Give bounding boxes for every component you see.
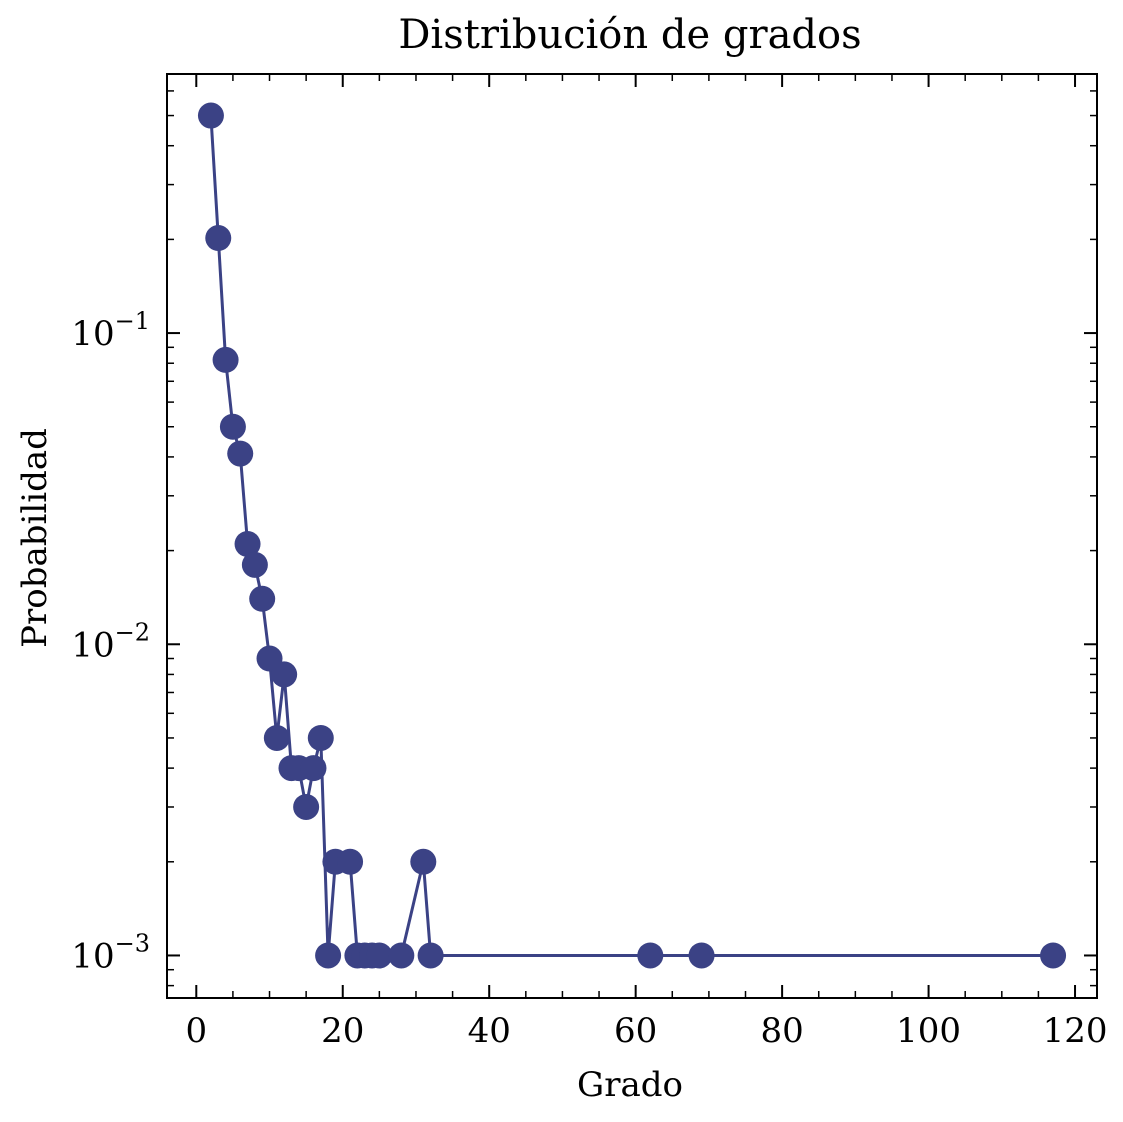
x-tick-label: 0 xyxy=(185,1011,207,1051)
x-tick-label: 40 xyxy=(468,1011,511,1051)
x-tick-label: 100 xyxy=(896,1011,961,1051)
x-tick-label: 80 xyxy=(760,1011,803,1051)
y-axis-label: Probabilidad xyxy=(15,428,55,648)
x-tick-labels: 0 20 40 60 80 100 120 xyxy=(185,1011,1107,1051)
data-point xyxy=(234,530,261,557)
plot-frame xyxy=(166,73,1098,999)
y-tick-label: 10−2 xyxy=(71,618,150,665)
data-point xyxy=(263,724,290,751)
data-point xyxy=(271,661,298,688)
y-tick-labels: 10−310−210−1 xyxy=(71,307,150,976)
data-point xyxy=(410,848,437,875)
data-point xyxy=(366,942,393,969)
data-point xyxy=(293,793,320,820)
series-lines xyxy=(209,115,1054,957)
y-tick-label-base: 10 xyxy=(71,314,114,354)
series-points xyxy=(197,102,1067,969)
y-tick-label: 10−3 xyxy=(71,929,150,976)
x-tick-label: 120 xyxy=(1043,1011,1108,1051)
data-point xyxy=(688,942,715,969)
data-point xyxy=(388,942,415,969)
y-tick-label-base: 10 xyxy=(71,936,114,976)
data-point xyxy=(227,440,254,467)
data-point xyxy=(249,585,276,612)
data-point xyxy=(337,848,364,875)
chart-title: Distribución de grados xyxy=(398,12,861,58)
data-point xyxy=(637,942,664,969)
data-point xyxy=(300,755,327,782)
data-point xyxy=(212,346,239,373)
y-tick-label-base: 10 xyxy=(71,625,114,665)
x-tick-label: 60 xyxy=(614,1011,657,1051)
data-point xyxy=(315,942,342,969)
data-point xyxy=(1040,942,1067,969)
y-tick-label-exponent: −3 xyxy=(115,929,150,957)
data-point xyxy=(219,413,246,440)
y-tick-label-exponent: −1 xyxy=(115,307,150,335)
data-point xyxy=(197,102,224,129)
minor-ticks xyxy=(167,74,1097,998)
x-axis-label: Grado xyxy=(577,1065,683,1105)
data-point xyxy=(307,724,334,751)
y-tick-label: 10−1 xyxy=(71,307,150,354)
data-point xyxy=(417,942,444,969)
series-line xyxy=(209,115,1054,957)
data-point xyxy=(205,225,232,252)
major-ticks xyxy=(167,74,1097,998)
x-tick-label: 20 xyxy=(321,1011,364,1051)
y-tick-label-exponent: −2 xyxy=(115,618,150,646)
data-point xyxy=(241,551,268,578)
